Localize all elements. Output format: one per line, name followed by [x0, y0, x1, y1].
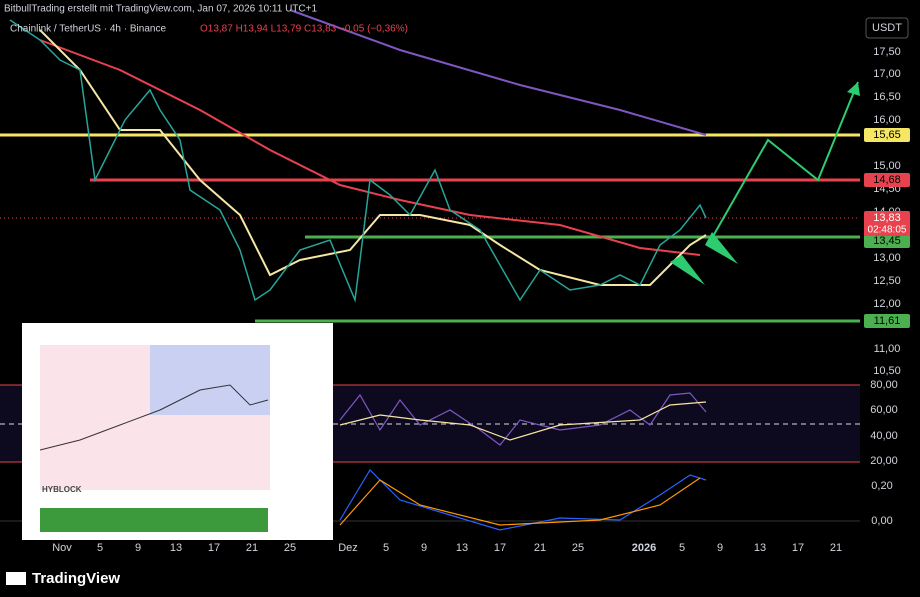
rsi-tick: 20,00 — [870, 455, 898, 467]
rsi-ma — [339, 401, 707, 441]
level-badge — [864, 314, 910, 328]
time-tick: 9 — [421, 542, 427, 554]
price-tick: 16,50 — [873, 91, 901, 103]
countdown-badge — [864, 224, 910, 236]
arrow — [670, 255, 705, 285]
ohlc: O13,87 H13,94 L13,79 C13,83 −0,05 (−0,36… — [200, 24, 408, 35]
ema-200 — [289, 9, 707, 136]
level-label: 14,68 — [873, 174, 901, 186]
price-tick: 15,00 — [873, 160, 901, 172]
ema-100 — [39, 39, 701, 256]
inset-title: HYBLOCK — [42, 485, 82, 494]
price-tick: 12,00 — [873, 298, 901, 310]
price-tick: 11,00 — [874, 343, 901, 355]
price-tick: 10,50 — [873, 365, 901, 377]
level-label: 13,83 — [873, 212, 901, 224]
rsi-tick: 80,00 — [870, 379, 898, 391]
price-tick: 16,00 — [873, 114, 901, 126]
rsi-tick: 40,00 — [870, 430, 898, 442]
time-tick: 9 — [717, 542, 723, 554]
price-tick: 17,00 — [873, 68, 901, 80]
price-axis — [860, 0, 920, 560]
macd-tick: 0,00 — [871, 515, 892, 527]
inset-heatmap — [150, 345, 270, 415]
time-tick: Nov — [52, 542, 72, 554]
level-label: 15,65 — [873, 129, 901, 141]
time-tick: 13 — [754, 542, 766, 554]
level-badge — [864, 211, 910, 225]
time-tick: 21 — [246, 542, 258, 554]
ema-20 — [39, 29, 707, 286]
time-tick: 5 — [383, 542, 389, 554]
level-label: 13,45 — [873, 235, 901, 247]
projection-path — [711, 81, 859, 239]
time-tick: Dez — [338, 542, 358, 554]
time-tick: 17 — [792, 542, 804, 554]
level-badge — [864, 173, 910, 187]
time-tick: 5 — [97, 542, 103, 554]
rsi-tick: 60,00 — [870, 404, 898, 416]
time-tick: 21 — [830, 542, 842, 554]
time-tick: 5 — [679, 542, 685, 554]
price-tick: 17,50 — [873, 46, 901, 58]
time-tick: 17 — [494, 542, 506, 554]
inset-volume — [40, 508, 268, 532]
inset-price — [39, 384, 269, 451]
price-tick: 13,00 — [873, 252, 901, 264]
time-tick: 13 — [456, 542, 468, 554]
footer-logo: TradingView — [32, 570, 120, 587]
countdown: 02:48:05 — [868, 225, 907, 236]
time-tick: 25 — [284, 542, 296, 554]
time-tick: 21 — [534, 542, 546, 554]
arrow — [705, 232, 738, 264]
projection-arrow — [847, 82, 860, 96]
time-tick: 13 — [170, 542, 182, 554]
symbol: Chainlink / TetherUS · 4h · Binance — [10, 24, 166, 35]
currency-box — [865, 17, 909, 39]
signal-line — [339, 477, 701, 526]
time-tick: 2026 — [632, 542, 656, 554]
level-label: 11,61 — [874, 315, 901, 327]
level-badge — [864, 128, 910, 142]
time-tick: 25 — [572, 542, 584, 554]
level-badge — [864, 234, 910, 248]
time-tick: 9 — [135, 542, 141, 554]
time-tick: 17 — [208, 542, 220, 554]
currency: USDT — [872, 22, 902, 34]
logo-icon — [6, 572, 26, 585]
price-path — [9, 19, 707, 303]
author-line: BitbullTrading erstellt mit TradingView.… — [4, 4, 317, 15]
price-tick: 12,50 — [873, 275, 901, 287]
macd-tick: 0,20 — [871, 480, 892, 492]
